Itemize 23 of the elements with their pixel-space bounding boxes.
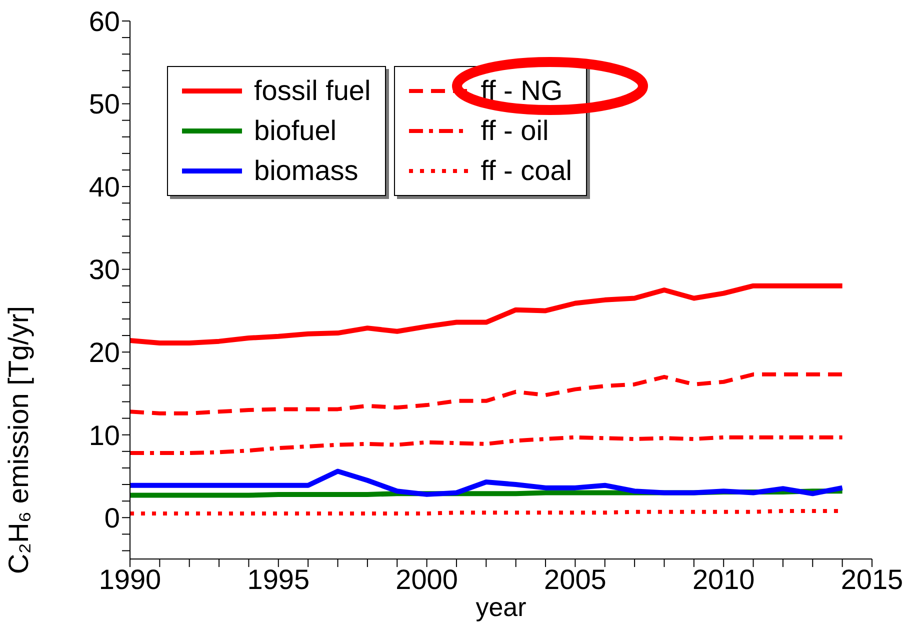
y-axis-title: C₂H₆ emission [Tg/yr] <box>2 306 34 574</box>
x-tick-label: 1995 <box>247 564 310 595</box>
x-tick-label: 1990 <box>98 564 162 595</box>
y-tick-label: 30 <box>88 254 120 286</box>
y-tick-label: 60 <box>88 6 120 37</box>
line-series <box>130 372 844 416</box>
legend-label: ff - NG <box>480 75 563 107</box>
x-tick-label: 2015 <box>840 564 904 595</box>
x-tick-label: 2005 <box>544 564 606 595</box>
line-series <box>130 435 844 456</box>
x-axis-title: year <box>476 592 527 622</box>
y-tick-label: 50 <box>88 88 120 120</box>
legend-label: fossil fuel <box>254 75 371 107</box>
legend-label: ff - oil <box>480 115 549 147</box>
y-tick-label: 10 <box>88 420 120 451</box>
y-tick-label: 40 <box>88 171 120 202</box>
legend-label: biomass <box>254 155 358 187</box>
y-tick-label: 0 <box>104 502 120 534</box>
y-tick-label: 20 <box>88 337 120 368</box>
legend-label: biofuel <box>254 115 337 147</box>
legend-label: ff - coal <box>480 155 572 187</box>
x-tick-label: 2000 <box>396 564 458 595</box>
x-tick-label: 2010 <box>692 564 755 595</box>
